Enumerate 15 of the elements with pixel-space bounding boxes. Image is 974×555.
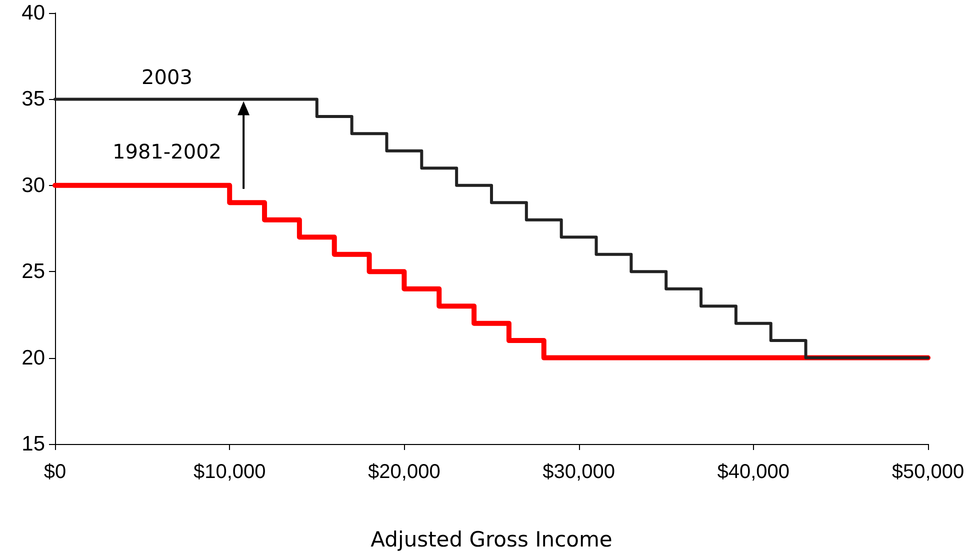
x-tick-label: $10,000 — [193, 461, 266, 483]
x-tick-label: $50,000 — [892, 461, 964, 483]
x-tick-label: $20,000 — [368, 461, 440, 483]
x-tick-label: $30,000 — [542, 461, 615, 483]
series-label: 1981-2002 — [112, 139, 222, 164]
y-tick-label: 30 — [22, 174, 45, 197]
y-tick-label: 40 — [22, 2, 45, 24]
x-axis-title: Adjusted Gross Income — [370, 528, 612, 552]
y-tick-label: 35 — [22, 88, 45, 111]
y-tick-label: 25 — [22, 260, 45, 284]
y-tick-label: 15 — [22, 432, 45, 456]
x-tick-label: $0 — [44, 461, 66, 483]
series-label: 2003 — [142, 65, 192, 90]
x-tick-label: $40,000 — [717, 461, 790, 483]
y-tick-label: 20 — [22, 346, 45, 370]
